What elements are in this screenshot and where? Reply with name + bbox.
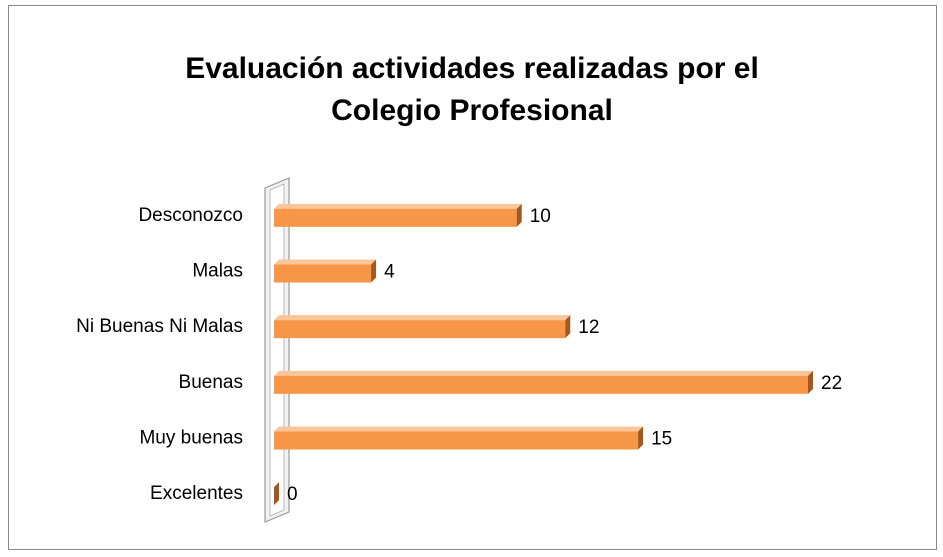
- y-tick-label: Desconozco: [138, 205, 243, 226]
- bar-front: [274, 375, 808, 394]
- y-tick-label: Ni Buenas Ni Malas: [76, 316, 243, 337]
- bar-end: [274, 482, 279, 506]
- data-label: 22: [821, 373, 842, 394]
- bar: [274, 259, 377, 283]
- bar-front: [274, 264, 372, 283]
- bar: [274, 203, 522, 227]
- data-label: 0: [287, 484, 298, 505]
- bar-end: [565, 315, 571, 339]
- bar-end: [638, 426, 644, 450]
- data-label: 15: [651, 429, 672, 450]
- y-tick-label: Excelentes: [150, 483, 243, 504]
- y-tick-label: Malas: [192, 261, 243, 282]
- y-tick-label: Muy buenas: [139, 428, 243, 449]
- bar: [274, 370, 813, 394]
- bar-front: [274, 320, 566, 339]
- bar-end: [808, 370, 813, 394]
- data-label: 4: [384, 262, 395, 283]
- bar: [274, 426, 644, 450]
- bar-top: [274, 203, 522, 209]
- y-tick-label: Buenas: [179, 372, 243, 393]
- bar-top: [274, 370, 813, 376]
- bar-top: [274, 426, 644, 432]
- bar-front: [274, 208, 517, 227]
- bar-top: [274, 259, 377, 265]
- bar-end: [371, 259, 377, 283]
- data-label: 10: [530, 206, 551, 227]
- chart-frame: [8, 5, 937, 550]
- bar-end: [516, 203, 522, 227]
- back-wall-inner: [269, 183, 285, 517]
- chart-title: Colegio Profesional: [331, 94, 613, 127]
- bar: [274, 482, 279, 506]
- bar-front: [274, 431, 639, 450]
- bar-top: [274, 315, 571, 321]
- data-label: 12: [578, 317, 599, 338]
- bar: [274, 315, 571, 339]
- chart-title: Evaluación actividades realizadas por el: [185, 52, 759, 85]
